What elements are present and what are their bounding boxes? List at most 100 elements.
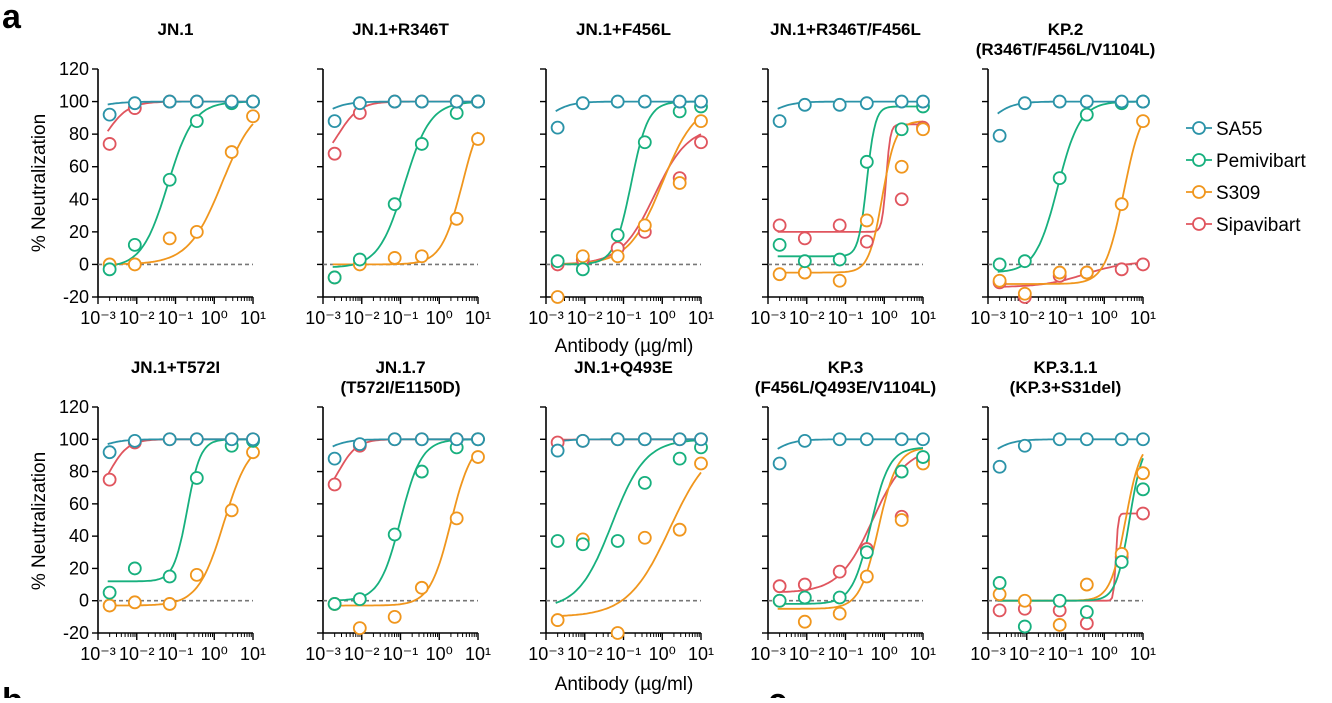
panel-7-title: JN.1.7 <box>375 358 425 377</box>
panel-9-point-pemivibart <box>894 464 909 479</box>
panel-2-title: JN.1+R346T <box>352 20 449 39</box>
panel-1-point-s309 <box>246 109 260 124</box>
panel-6-point-s309 <box>246 445 260 460</box>
panel-5-point-sipavibart <box>1114 262 1129 277</box>
panel-2-point-pemivibart <box>387 197 402 212</box>
panel-9-fit-s309 <box>777 447 924 610</box>
panel-5-point-s309 <box>1052 265 1067 280</box>
panel-4-point-sipavibart <box>859 234 874 249</box>
panel-9-point-sipavibart <box>772 579 787 594</box>
panel-7-point-s309 <box>414 580 429 595</box>
panel-9-point-s309 <box>832 606 847 621</box>
panel-1-point-s309 <box>189 224 204 239</box>
panel-3-point-s309 <box>694 114 708 129</box>
x-axis-label-row-2: Antibody (µg/ml) <box>555 674 694 695</box>
panel-9-point-pemivibart <box>832 590 847 605</box>
panel-1-y-tick-label: 40 <box>69 189 89 209</box>
panel-6-point-sa55 <box>189 432 204 447</box>
panel-5-point-pemivibart <box>1017 254 1032 269</box>
panel-1-title: JN.1 <box>158 20 194 39</box>
panel-10-x-tick-label: 10⁰ <box>1091 644 1118 664</box>
panel-5-point-pemivibart <box>1079 107 1094 122</box>
panel-7-x-tick-label: 10⁻¹ <box>383 644 419 664</box>
panel-6-point-pemivibart <box>102 585 117 600</box>
panel-6-point-s309 <box>102 598 117 613</box>
panel-6-y-tick-label: 100 <box>59 429 89 449</box>
panel-10-point-pemivibart <box>1114 555 1129 569</box>
panel-1-x-tick-label: 10¹ <box>240 308 266 328</box>
panel-9-point-pemivibart <box>916 450 930 464</box>
panel-9-point-sa55 <box>772 456 787 471</box>
panel-9-point-s309 <box>859 569 874 584</box>
panel-5-x-tick-label: 10¹ <box>1130 308 1156 328</box>
panel-9-point-sipavibart <box>797 577 812 592</box>
panel-1-point-sa55 <box>246 94 260 109</box>
panel-9-point-sipavibart <box>832 564 847 579</box>
panel-4-point-s309 <box>859 213 874 228</box>
panel-2-point-pemivibart <box>414 137 429 151</box>
panel-4-point-s309 <box>916 122 930 137</box>
panel-4-point-sipavibart <box>797 231 812 246</box>
panel-3-point-sa55 <box>575 96 590 111</box>
panel-10-point-sipavibart <box>1136 506 1150 521</box>
panel-10-point-sa55 <box>1136 432 1150 447</box>
panel-4-x-tick-label: 10¹ <box>910 308 936 328</box>
panel-7-x-tick-label: 10⁻³ <box>305 644 341 664</box>
panel-4-x-tick-label: 10⁻² <box>789 308 825 328</box>
panel-1-x-tick-label: 10⁻¹ <box>158 308 194 328</box>
legend-label-pemivibart: Pemivibart <box>1216 151 1306 172</box>
panel-7-point-sa55 <box>471 432 485 447</box>
panel-2-point-s309 <box>414 249 429 264</box>
panel-1-point-sa55 <box>189 94 204 109</box>
panel-6-point-sa55 <box>162 432 177 447</box>
panel-9-x-tick-label: 10¹ <box>910 644 936 664</box>
panel-2-point-sa55 <box>471 94 485 109</box>
panel-6-y-tick-label: 40 <box>69 526 89 546</box>
panel-8-point-s309 <box>610 626 625 640</box>
panel-7-point-s309 <box>387 609 402 624</box>
panel-9-x-tick-label: 10⁻³ <box>750 644 786 664</box>
panel-9-x-tick-label: 10⁻² <box>789 644 825 664</box>
panel-10-title: KP.3.1.1 <box>1034 358 1098 377</box>
panel-10-point-s309 <box>1017 593 1032 608</box>
panel-10-point-pemivibart <box>1052 593 1067 608</box>
panel-1-point-pemivibart <box>127 237 142 252</box>
panel-9-point-pemivibart <box>859 545 874 560</box>
panel-4-point-pemivibart <box>859 154 874 169</box>
panel-5-point-sa55 <box>1017 96 1032 111</box>
panel-10-point-pemivibart <box>1136 482 1150 497</box>
panel-4-point-sa55 <box>772 114 787 129</box>
panel-9-subtitle: (F456L/Q493E/V1104L) <box>755 378 936 397</box>
panel-1-point-sipavibart <box>102 137 117 151</box>
panel-5-point-s309 <box>1017 286 1032 301</box>
panel-10-point-sa55 <box>1052 432 1067 447</box>
panel-4-point-sipavibart <box>894 192 909 207</box>
panel-8-point-s309 <box>550 613 565 627</box>
panel-2-point-pemivibart <box>449 106 464 120</box>
panel-7-point-sa55 <box>414 432 429 447</box>
panel-2-point-sa55 <box>449 94 464 109</box>
panel-10-subtitle: (KP.3+S31del) <box>1010 378 1122 397</box>
panel-8-fit-s309 <box>555 471 702 617</box>
panel-8-title: JN.1+Q493E <box>574 358 673 377</box>
panel-1-y-tick-label: 80 <box>69 124 89 144</box>
panel-6-y-tick-label: 120 <box>59 397 89 417</box>
panel-10-point-s309 <box>992 587 1007 602</box>
panel-5-point-s309 <box>1114 197 1129 212</box>
panel-6-y-tick-label: 60 <box>69 494 89 514</box>
panel-5-title: KP.2 <box>1048 20 1084 39</box>
panel-8-point-s309 <box>672 522 687 537</box>
panel-10-point-sipavibart <box>992 603 1007 618</box>
panel-3-point-s309 <box>637 218 652 233</box>
panel-10-point-s309 <box>1079 577 1094 592</box>
panel-10-point-pemivibart <box>1079 605 1094 619</box>
panel-6-x-tick-label: 10⁰ <box>201 644 228 664</box>
panel-10-point-pemivibart <box>1017 619 1032 634</box>
panel-5-subtitle: (R346T/F456L/V1104L) <box>976 40 1156 59</box>
panel-4-x-tick-label: 10⁰ <box>871 308 898 328</box>
panel-9-point-sa55 <box>916 432 930 447</box>
panel-6-x-tick-label: 10¹ <box>240 644 266 664</box>
panel-9-point-sa55 <box>832 432 847 447</box>
panel-7-point-s309 <box>449 511 464 526</box>
panel-10-point-sa55 <box>992 459 1007 474</box>
